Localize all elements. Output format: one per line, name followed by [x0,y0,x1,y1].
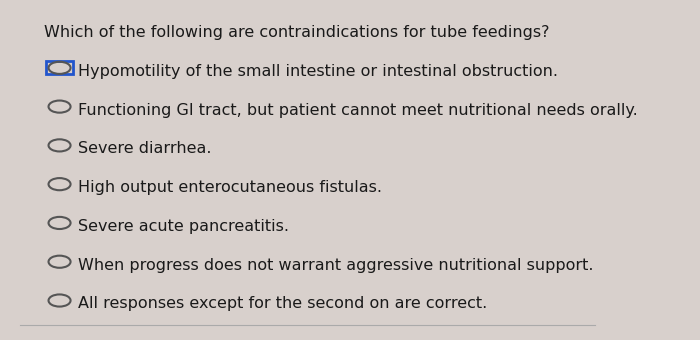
Text: Functioning GI tract, but patient cannot meet nutritional needs orally.: Functioning GI tract, but patient cannot… [78,103,638,118]
Text: Severe diarrhea.: Severe diarrhea. [78,141,211,156]
Text: Which of the following are contraindications for tube feedings?: Which of the following are contraindicat… [44,25,550,40]
Text: Hypomotility of the small intestine or intestinal obstruction.: Hypomotility of the small intestine or i… [78,64,558,79]
Text: All responses except for the second on are correct.: All responses except for the second on a… [78,296,487,311]
Text: Severe acute pancreatitis.: Severe acute pancreatitis. [78,219,289,234]
Text: When progress does not warrant aggressive nutritional support.: When progress does not warrant aggressiv… [78,258,594,273]
Text: High output enterocutaneous fistulas.: High output enterocutaneous fistulas. [78,180,382,195]
